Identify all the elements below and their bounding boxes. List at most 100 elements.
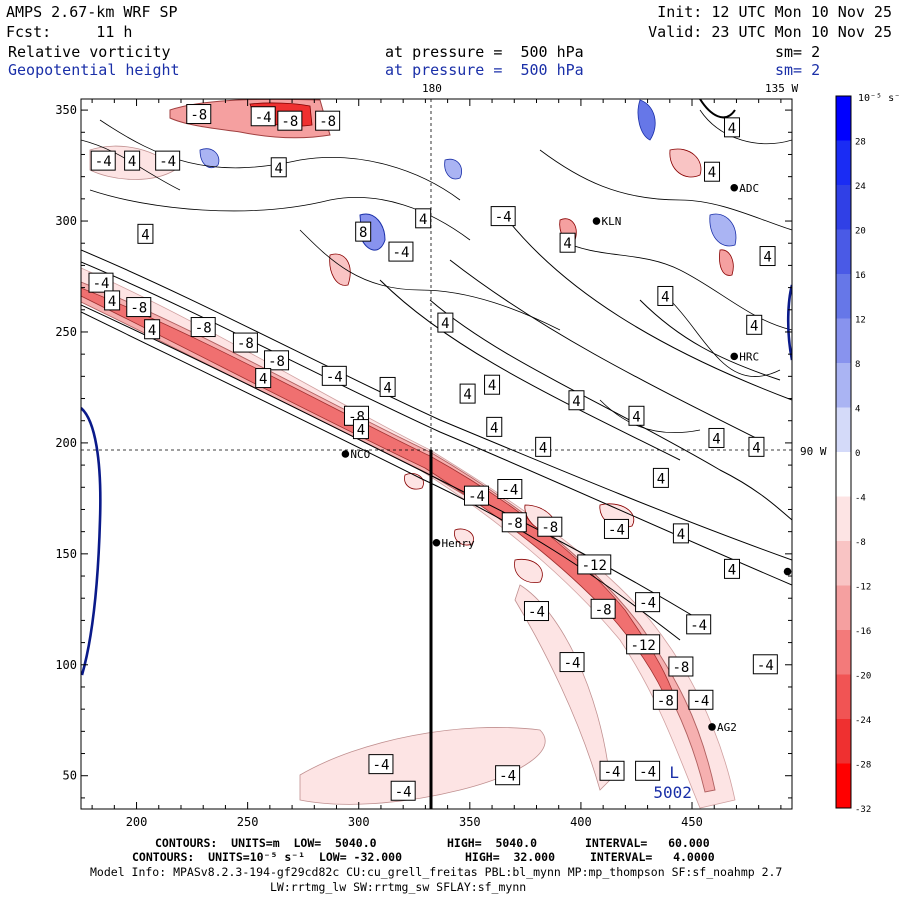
vorticity-contour-4 [81, 311, 681, 641]
y-tick-label: 50 [63, 769, 77, 783]
contour-label-box [668, 656, 694, 677]
contour-label: -8 [195, 321, 212, 337]
contour-label: -4 [639, 596, 656, 612]
station-label: ADC [739, 182, 759, 195]
contour-label: -4 [255, 110, 272, 126]
x-tick-label: 300 [348, 815, 370, 829]
contour-label-box [352, 419, 369, 440]
lon-90w-label: 90 W [800, 445, 827, 458]
contour-label-box [270, 157, 287, 178]
contour-label-box [315, 110, 341, 131]
contour-label-box [490, 206, 516, 227]
contour-label: -4 [93, 276, 110, 292]
contour-label-box [104, 290, 121, 311]
vorticity-clutter-8 [404, 473, 424, 490]
contour-label-box [379, 376, 396, 397]
contour-label: -4 [468, 489, 485, 505]
y-tick-label: 300 [55, 214, 77, 228]
contour-label: -4 [373, 758, 390, 774]
contour-label-box [355, 221, 372, 242]
footer-vort-high: HIGH= 32.000 [465, 850, 556, 864]
contour-label: -4 [690, 618, 707, 634]
contour-label: 4 [750, 318, 758, 334]
y-tick-label: 200 [55, 436, 77, 450]
colorbar-swatch [836, 496, 851, 542]
y-tick-label: 350 [55, 103, 77, 117]
vorticity-contour-10 [99, 119, 461, 201]
contour-label: 4 [677, 527, 685, 543]
colorbar-label: 16 [855, 271, 866, 281]
station-marker [432, 538, 441, 547]
contour-label: -8 [672, 660, 689, 676]
contour-label: 4 [657, 471, 665, 487]
contour-label: 4 [752, 440, 760, 456]
colorbar-label: -16 [855, 627, 871, 637]
contour-label-box [746, 314, 763, 335]
contour-label: -4 [499, 769, 516, 785]
x-tick-label: 350 [459, 815, 481, 829]
contour-label-box [603, 518, 629, 539]
contour-label-box [752, 654, 778, 675]
low-value: 5002 [653, 783, 692, 802]
contour-label-box [635, 592, 661, 613]
station-marker [783, 567, 792, 576]
colorbar-swatch [836, 363, 851, 408]
x-tick-label: 200 [126, 815, 148, 829]
contour-label: -4 [501, 483, 518, 499]
colorbar-swatch [836, 630, 851, 675]
contour-label-box [577, 554, 612, 575]
colorbar-swatch [836, 229, 851, 275]
contour-label: -4 [604, 764, 621, 780]
contour-label: -4 [395, 784, 412, 800]
contour-label-box [652, 467, 669, 488]
contour-label: 4 [490, 420, 498, 436]
low-letter: L [669, 763, 679, 782]
contour-label: 4 [357, 423, 365, 439]
contour-label-box [264, 350, 290, 371]
contour-label: -8 [281, 114, 298, 130]
field1-smooth: sm= 2 [775, 43, 821, 61]
vorticity-contour-8 [499, 209, 792, 401]
contour-label-box [388, 241, 414, 262]
contour-label: -8 [541, 520, 558, 536]
contour-label: -4 [95, 154, 112, 170]
height-contour-east [786, 284, 792, 361]
contour-label: 4 [661, 289, 669, 305]
vorticity-contour-16 [599, 399, 701, 434]
station-marker [708, 723, 716, 731]
contour-label: -4 [639, 764, 656, 780]
station-label: HRC [739, 350, 759, 363]
x-tick-label: 400 [570, 815, 592, 829]
vorticity-clutter-9 [454, 528, 474, 546]
contour-label-box [190, 317, 216, 338]
vorticity-contour-5 [429, 299, 792, 521]
y-tick-label: 150 [55, 547, 77, 561]
lon-180-label: 180 [422, 82, 442, 95]
colorbar-label: -32 [855, 805, 871, 815]
height-contour-west [81, 407, 102, 676]
footer-vort-interval: INTERVAL= 4.0000 [590, 850, 715, 864]
vorticity-clutter-4 [329, 253, 351, 286]
station-label: NCO [350, 448, 370, 461]
contour-label-box [497, 479, 523, 499]
vorticity-clutter-2 [719, 249, 734, 276]
colorbar-label: -12 [855, 583, 871, 593]
stations: NCO Henry KLN ADC HRC AG2 [341, 182, 792, 734]
contour-label-box [628, 405, 645, 426]
contour-label: -12 [582, 558, 607, 574]
contour-label-box [88, 272, 114, 293]
colorbar-swatch [836, 318, 851, 364]
colorbar-swatch [836, 719, 851, 764]
vorticity-positive-cell-5 [709, 213, 737, 247]
field1-name: Relative vorticity [8, 43, 171, 61]
vorticity-positive-cell-3 [444, 158, 462, 180]
colorbar-label: -20 [855, 672, 871, 682]
contour-label: 8 [359, 225, 367, 241]
colorbar-swatch [836, 407, 851, 453]
contour-label-box [590, 598, 616, 619]
vorticity-contour-1 [81, 249, 792, 561]
contour-label: -4 [608, 522, 625, 538]
colorbar-swatch [836, 763, 851, 809]
